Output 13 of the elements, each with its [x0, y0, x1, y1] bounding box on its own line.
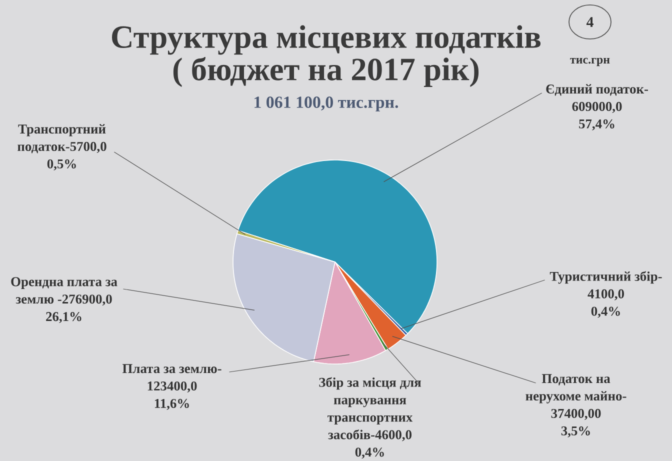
- slice-label: Єдиний податок-: [546, 84, 648, 96]
- slice-label: Податок на нерухоме майно-: [526, 374, 626, 404]
- chart-subtitle: ( бюджет на 2017 рік): [173, 56, 479, 88]
- data-label: 4100,0 0,4%: [588, 289, 624, 318]
- data-label: 37400,00 3,5%: [551, 408, 601, 438]
- chart-title: Структура місцевих податків: [112, 25, 541, 55]
- data-label: 609000,0 57,4%: [572, 102, 622, 130]
- text: 1 061 100,0 тис.грн.: [254, 96, 398, 112]
- text: 4: [586, 17, 594, 27]
- data-label: 123400,0 11,6%: [148, 381, 197, 410]
- slice-label: Плата за землю-: [122, 364, 222, 374]
- slice-label: Туристичний збір-: [550, 271, 662, 284]
- text: тис.грн: [570, 58, 610, 66]
